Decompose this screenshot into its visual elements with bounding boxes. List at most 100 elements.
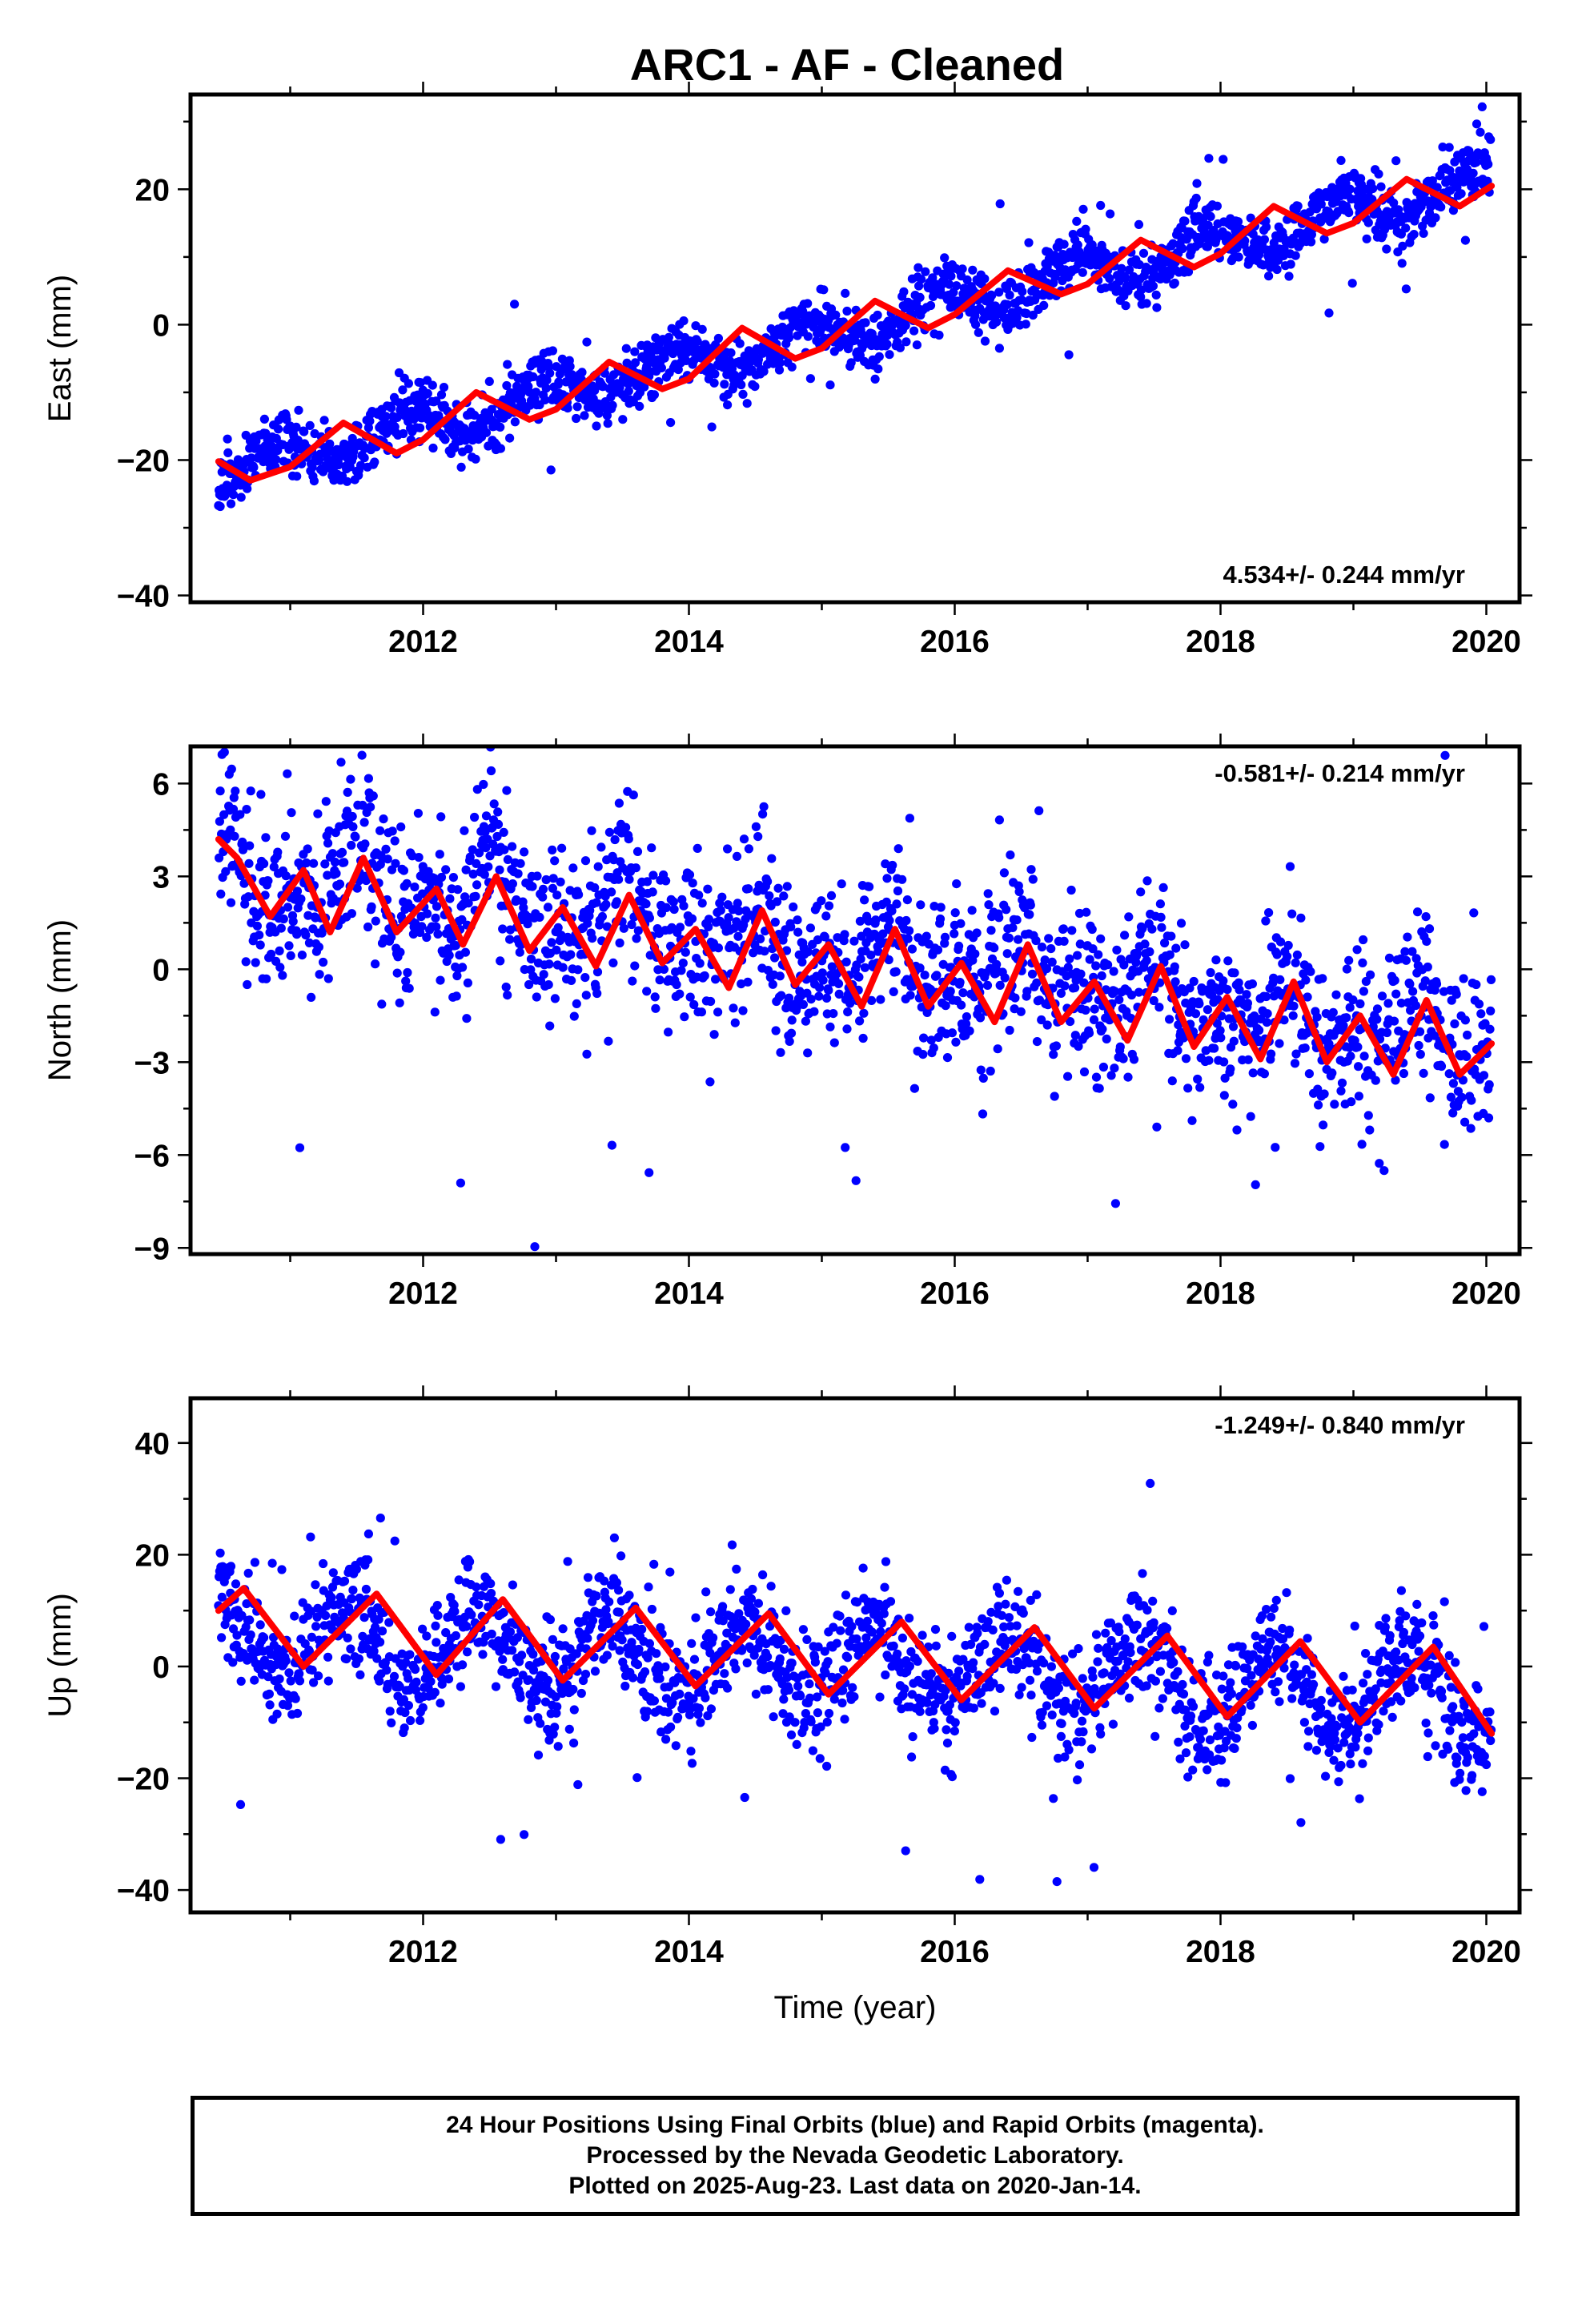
data-point xyxy=(759,802,769,811)
data-point xyxy=(612,1578,622,1587)
data-point xyxy=(749,1651,759,1660)
data-point xyxy=(648,870,658,880)
data-point xyxy=(347,909,356,919)
data-point xyxy=(849,1692,859,1702)
data-point xyxy=(1460,1015,1470,1025)
data-point xyxy=(770,953,780,963)
data-point xyxy=(1448,1079,1458,1088)
data-point xyxy=(492,831,502,842)
data-point xyxy=(891,967,901,976)
data-point xyxy=(1291,958,1300,967)
data-point xyxy=(1103,960,1113,970)
data-point xyxy=(286,951,295,960)
data-point xyxy=(513,1677,523,1687)
data-point xyxy=(1106,1071,1116,1080)
data-point xyxy=(460,947,471,957)
data-point xyxy=(621,344,631,353)
data-point xyxy=(841,957,851,967)
data-point xyxy=(216,889,226,899)
data-point xyxy=(297,951,307,960)
data-point xyxy=(423,388,432,398)
data-point xyxy=(369,1647,379,1656)
data-point xyxy=(980,274,990,283)
data-point xyxy=(291,422,301,432)
data-point xyxy=(1223,956,1233,966)
data-point xyxy=(1232,243,1242,253)
data-point xyxy=(610,834,620,845)
data-point xyxy=(1400,947,1410,956)
data-point xyxy=(1187,1116,1197,1125)
data-point xyxy=(371,959,380,969)
data-point xyxy=(1234,252,1243,262)
data-point xyxy=(1476,127,1485,137)
data-point xyxy=(1447,995,1456,1005)
data-point xyxy=(1005,1025,1014,1035)
data-point xyxy=(1110,1199,1120,1208)
data-point xyxy=(713,1007,723,1017)
data-point xyxy=(1409,230,1419,239)
data-point xyxy=(1058,924,1068,934)
data-point xyxy=(632,846,643,856)
data-point xyxy=(704,915,714,924)
data-point xyxy=(884,955,893,965)
data-point xyxy=(1328,1007,1338,1017)
data-point xyxy=(930,1723,939,1733)
data-point xyxy=(255,940,265,950)
data-point xyxy=(1226,1064,1235,1074)
data-point xyxy=(288,917,298,927)
data-point xyxy=(829,1009,838,1019)
data-point xyxy=(853,1598,862,1607)
data-point xyxy=(323,870,332,880)
data-point xyxy=(840,1715,849,1724)
data-point xyxy=(280,831,291,841)
data-point xyxy=(718,1602,728,1611)
data-point xyxy=(932,971,942,980)
data-point xyxy=(716,906,725,915)
data-point xyxy=(624,386,633,396)
data-point xyxy=(720,1669,729,1679)
data-point xyxy=(601,899,611,909)
data-point xyxy=(535,912,544,922)
x-tick-label: 2012 xyxy=(388,625,458,659)
data-point xyxy=(312,1612,322,1622)
data-point xyxy=(339,858,349,867)
data-point xyxy=(905,814,914,823)
data-point xyxy=(464,444,473,454)
data-point xyxy=(231,1579,241,1589)
data-point xyxy=(390,1536,400,1546)
data-point xyxy=(517,1651,527,1660)
data-point xyxy=(1448,1108,1458,1118)
data-point xyxy=(619,923,628,933)
data-point xyxy=(269,862,279,872)
data-point xyxy=(952,281,962,291)
data-point xyxy=(416,1715,425,1725)
data-point xyxy=(435,850,444,859)
data-point xyxy=(470,812,480,822)
data-point xyxy=(456,1682,466,1691)
data-point xyxy=(1165,1015,1174,1024)
data-point xyxy=(1040,955,1050,965)
data-point xyxy=(592,421,601,431)
data-point xyxy=(528,1665,539,1675)
data-point xyxy=(1357,1140,1367,1149)
data-point xyxy=(753,1598,764,1608)
data-point xyxy=(365,416,375,426)
data-point xyxy=(259,1633,269,1642)
data-point xyxy=(597,911,608,922)
data-point xyxy=(1359,987,1368,996)
data-point xyxy=(697,1007,707,1017)
data-point xyxy=(1216,1033,1226,1043)
data-point xyxy=(952,879,962,889)
data-point xyxy=(498,924,508,934)
data-point xyxy=(604,827,615,837)
data-point xyxy=(1049,1050,1058,1059)
data-point xyxy=(649,1696,660,1706)
data-point xyxy=(283,1701,293,1711)
data-point xyxy=(1181,1054,1191,1063)
data-point xyxy=(1063,1072,1073,1081)
data-point xyxy=(965,1026,974,1035)
data-point xyxy=(1389,1016,1399,1026)
data-point xyxy=(1189,976,1199,987)
data-point xyxy=(335,879,345,889)
data-point xyxy=(647,1604,657,1614)
